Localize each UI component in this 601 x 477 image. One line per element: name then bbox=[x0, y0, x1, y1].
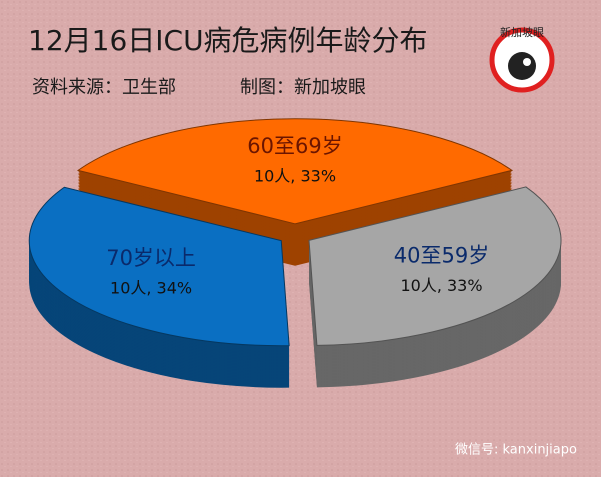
slice-category: 40至59岁 bbox=[394, 244, 489, 268]
slice bbox=[308, 186, 562, 388]
slice-top bbox=[28, 186, 290, 347]
pie: 60至69岁 10人, 33% 40至59岁 10人, 33% 70岁以上 10人, 34… bbox=[28, 118, 562, 388]
source: 资料来源：卫生部 bbox=[32, 77, 176, 98]
data-label: 10人, 33% bbox=[400, 276, 482, 295]
slice-category: 70岁以上 bbox=[106, 246, 196, 270]
logo-text: 新加坡眼 bbox=[500, 25, 544, 39]
chart-title: 12月16日ICU病危病例年龄分布 bbox=[28, 24, 428, 57]
data-label: 10人, 33% bbox=[254, 166, 336, 185]
slice-category: 60至69岁 bbox=[247, 134, 342, 158]
slice bbox=[76, 118, 514, 266]
slice-top bbox=[308, 186, 562, 346]
data-label: 10人, 34% bbox=[110, 278, 192, 297]
credit: 制图：新加坡眼 bbox=[240, 77, 366, 98]
slice bbox=[28, 186, 290, 388]
watermark: 微信号: kanxinjiapo bbox=[455, 443, 577, 458]
logo: 新加坡眼 bbox=[489, 25, 555, 93]
slice-top bbox=[76, 118, 514, 225]
